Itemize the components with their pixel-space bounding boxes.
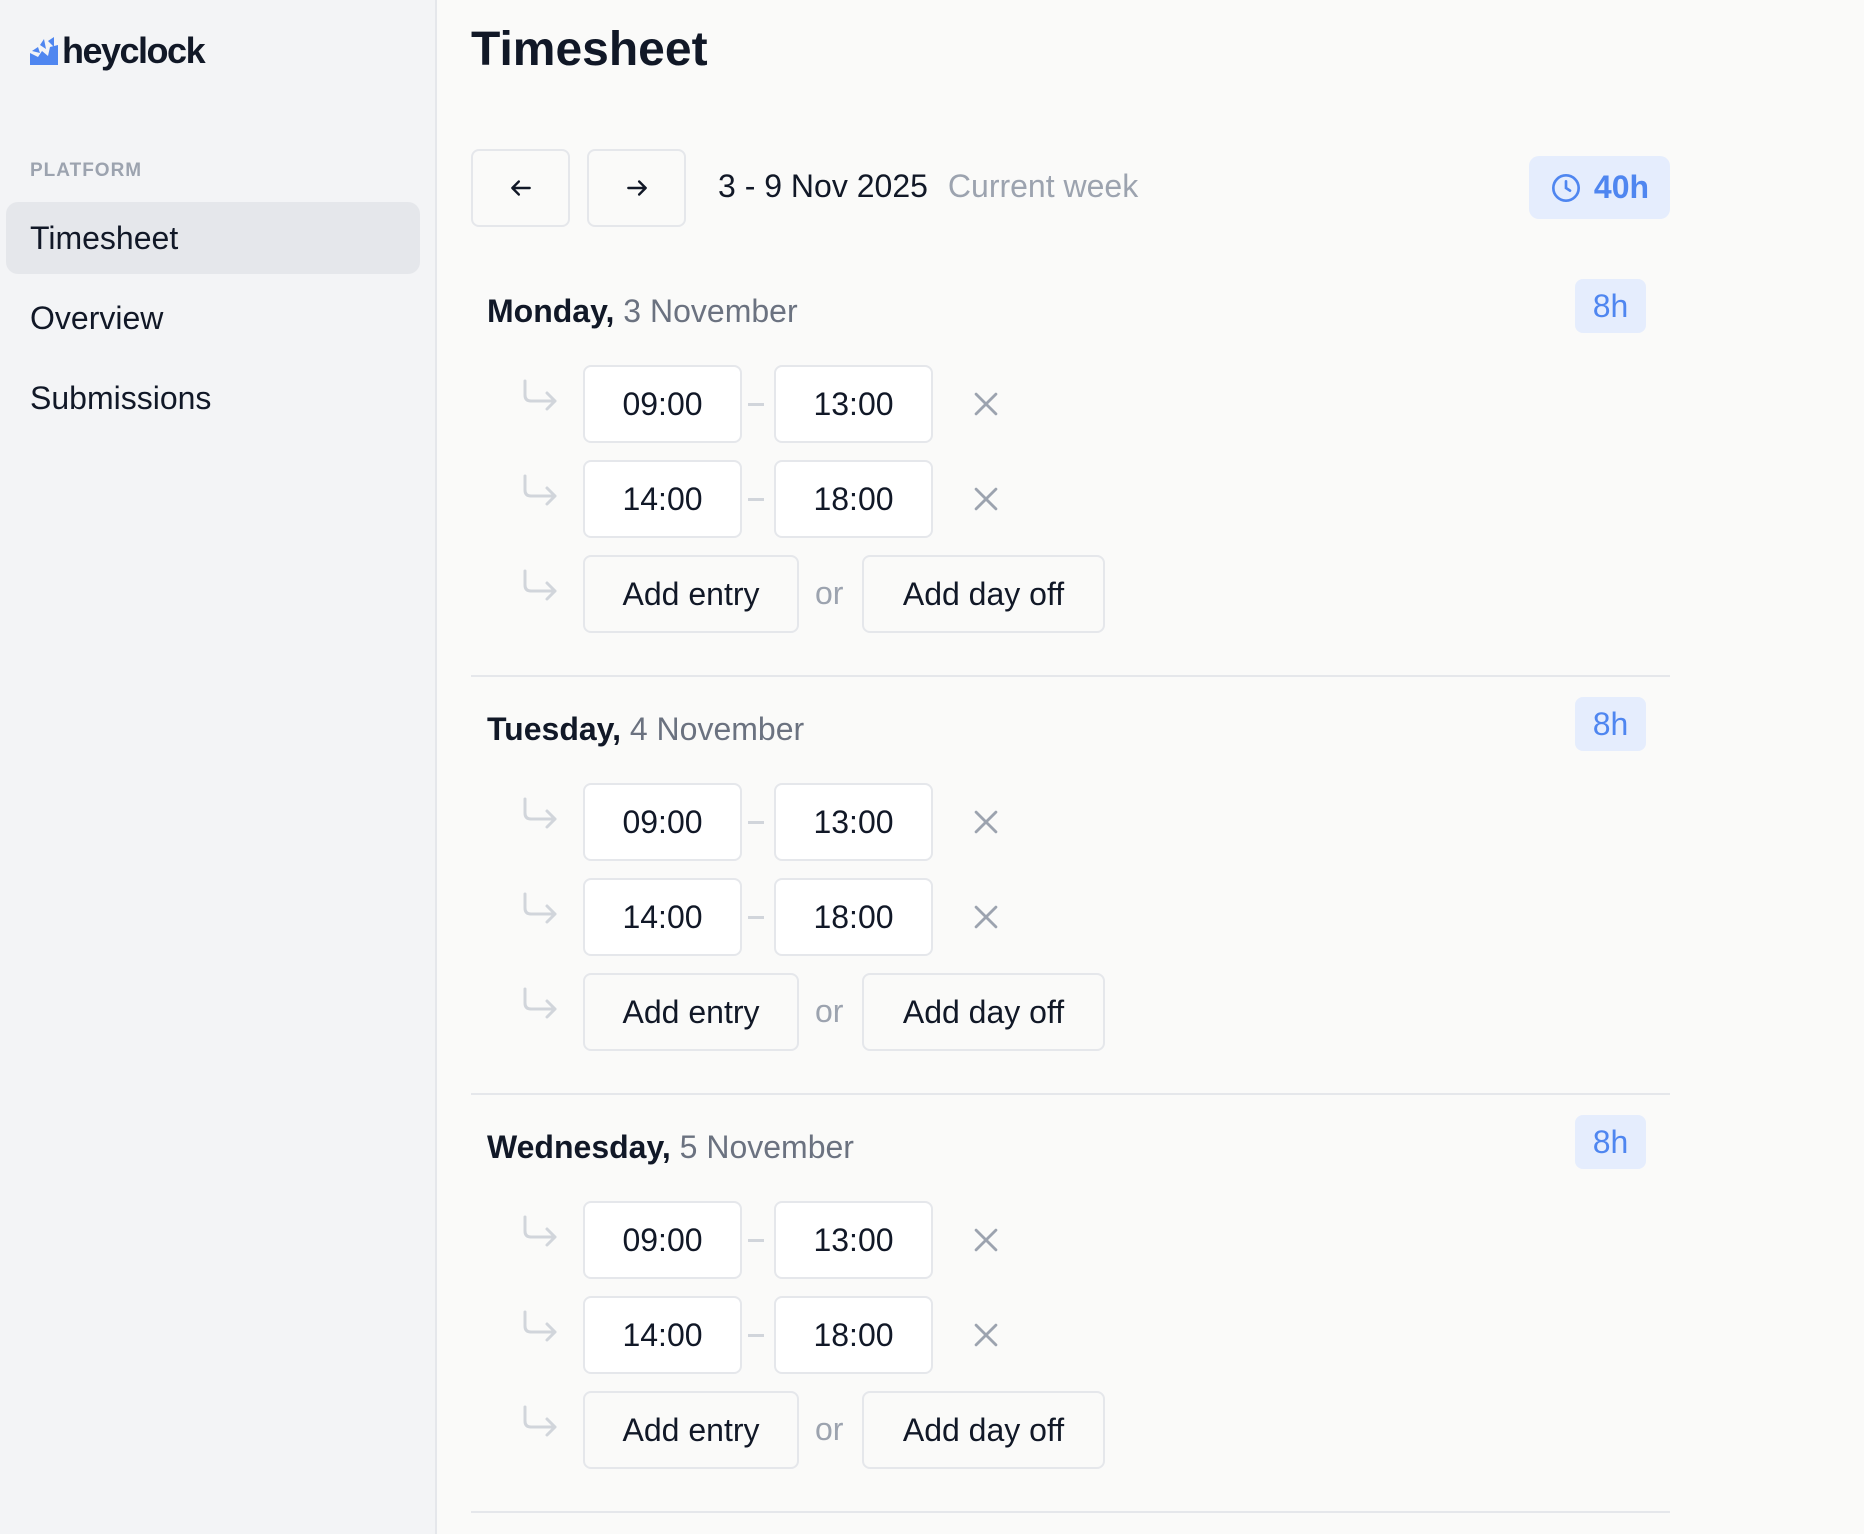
- remove-entry-icon[interactable]: [969, 1318, 1003, 1352]
- prev-week-button[interactable]: [471, 149, 570, 227]
- day-hours-badge: 8h: [1575, 697, 1646, 751]
- time-separator: [748, 916, 764, 919]
- next-week-button[interactable]: [587, 149, 686, 227]
- start-time-input[interactable]: 09:00: [583, 365, 742, 443]
- entry-arrow-icon: [521, 377, 561, 422]
- day-title: Wednesday, 5 November: [487, 1129, 854, 1166]
- page-title: Timesheet: [471, 23, 708, 76]
- end-time-input[interactable]: 13:00: [774, 365, 933, 443]
- day-section-1: Tuesday, 4 November 8h 09:00 13:00 14:00 18…: [471, 677, 1670, 1095]
- day-weekday: Wednesday,: [487, 1129, 671, 1165]
- day-title: Monday, 3 November: [487, 293, 798, 330]
- add-day-off-button[interactable]: Add day off: [862, 555, 1105, 633]
- add-day-off-button[interactable]: Add day off: [862, 973, 1105, 1051]
- end-time-input[interactable]: 13:00: [774, 783, 933, 861]
- logo-icon: [30, 37, 58, 65]
- add-row: Add entry or Add day off: [471, 973, 1471, 1051]
- clock-icon: [1551, 173, 1580, 202]
- remove-entry-icon[interactable]: [969, 900, 1003, 934]
- entry-arrow-icon: [521, 472, 561, 517]
- entry-arrow-icon: [521, 985, 561, 1030]
- day-weekday: Monday,: [487, 293, 615, 329]
- total-hours: 40h: [1593, 169, 1650, 205]
- time-entry-row: 09:00 13:00: [471, 1201, 1471, 1279]
- day-date: 3 November: [623, 293, 798, 329]
- time-entry-row: 14:00 18:00: [471, 878, 1471, 956]
- time-entry-row: 14:00 18:00: [471, 1296, 1471, 1374]
- week-label: Current week: [947, 168, 1139, 204]
- add-row: Add entry or Add day off: [471, 1391, 1471, 1469]
- total-hours-badge: 40h: [1529, 156, 1670, 219]
- end-time-input[interactable]: 18:00: [774, 878, 933, 956]
- entry-arrow-icon: [521, 795, 561, 840]
- or-text: or: [815, 1411, 844, 1447]
- day-hours-badge: 8h: [1575, 279, 1646, 333]
- add-day-off-button[interactable]: Add day off: [862, 1391, 1105, 1469]
- arrow-right-icon: [626, 180, 647, 196]
- entry-arrow-icon: [521, 1308, 561, 1353]
- add-entry-button[interactable]: Add entry: [583, 555, 799, 633]
- entry-arrow-icon: [521, 1403, 561, 1448]
- end-time-input[interactable]: 18:00: [774, 1296, 933, 1374]
- day-hours-badge: 8h: [1575, 1115, 1646, 1169]
- arrow-left-icon: [510, 180, 531, 196]
- entry-arrow-icon: [521, 1213, 561, 1258]
- week-range: 3 - 9 Nov 2025 Current week: [718, 168, 1138, 205]
- or-text: or: [815, 575, 844, 611]
- time-separator: [748, 1334, 764, 1337]
- sidebar: heyclock PLATFORM Timesheet Overview Sub…: [0, 0, 437, 1534]
- add-entry-button[interactable]: Add entry: [583, 1391, 799, 1469]
- day-date: 5 November: [679, 1129, 854, 1165]
- sidebar-item-overview[interactable]: Overview: [30, 299, 164, 336]
- start-time-input[interactable]: 09:00: [583, 783, 742, 861]
- week-range-text: 3 - 9 Nov 2025: [718, 168, 928, 204]
- end-time-input[interactable]: 18:00: [774, 460, 933, 538]
- remove-entry-icon[interactable]: [969, 387, 1003, 421]
- time-entry-row: 09:00 13:00: [471, 365, 1471, 443]
- day-section-0: Monday, 3 November 8h 09:00 13:00 14:00 18:…: [471, 259, 1670, 677]
- sidebar-item-timesheet[interactable]: Timesheet: [6, 202, 420, 274]
- time-entry-row: 14:00 18:00: [471, 460, 1471, 538]
- remove-entry-icon[interactable]: [969, 482, 1003, 516]
- start-time-input[interactable]: 14:00: [583, 460, 742, 538]
- day-weekday: Tuesday,: [487, 711, 621, 747]
- sidebar-item-submissions[interactable]: Submissions: [30, 379, 212, 416]
- start-time-input[interactable]: 09:00: [583, 1201, 742, 1279]
- time-separator: [748, 403, 764, 406]
- time-separator: [748, 821, 764, 824]
- start-time-input[interactable]: 14:00: [583, 1296, 742, 1374]
- or-text: or: [815, 993, 844, 1029]
- add-entry-button[interactable]: Add entry: [583, 973, 799, 1051]
- end-time-input[interactable]: 13:00: [774, 1201, 933, 1279]
- entry-arrow-icon: [521, 567, 561, 612]
- time-entry-row: 09:00 13:00: [471, 783, 1471, 861]
- time-separator: [748, 498, 764, 501]
- time-separator: [748, 1239, 764, 1242]
- section-label: PLATFORM: [30, 160, 143, 181]
- add-row: Add entry or Add day off: [471, 555, 1471, 633]
- remove-entry-icon[interactable]: [969, 805, 1003, 839]
- day-date: 4 November: [629, 711, 805, 747]
- day-section-2: Wednesday, 5 November 8h 09:00 13:00 14:00…: [471, 1095, 1670, 1513]
- start-time-input[interactable]: 14:00: [583, 878, 742, 956]
- logo[interactable]: heyclock: [30, 30, 206, 72]
- remove-entry-icon[interactable]: [969, 1223, 1003, 1257]
- day-title: Tuesday, 4 November: [487, 711, 804, 748]
- logo-text: heyclock: [62, 30, 206, 71]
- entry-arrow-icon: [521, 890, 561, 935]
